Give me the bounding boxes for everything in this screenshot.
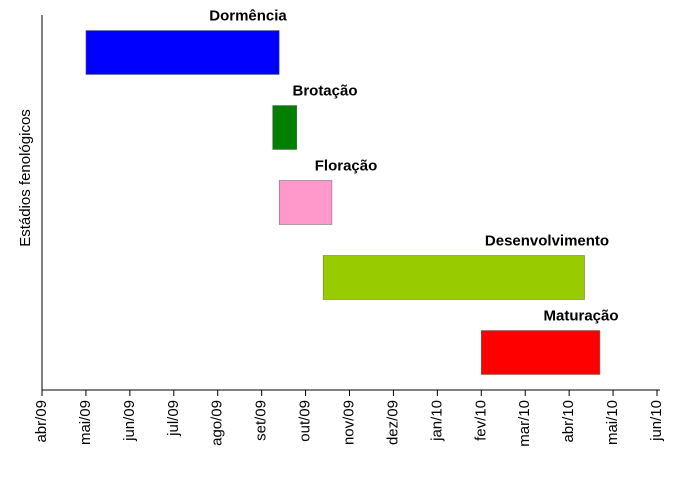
x-tick-label: set/09 bbox=[253, 400, 270, 441]
bar-label: Dormência bbox=[209, 7, 287, 24]
x-tick-label: dez/09 bbox=[384, 400, 401, 445]
x-tick-label: out/09 bbox=[297, 400, 314, 442]
bar bbox=[85, 30, 280, 75]
bar bbox=[278, 180, 333, 225]
x-tick-label: jul/09 bbox=[165, 400, 182, 437]
bar-label: Maturação bbox=[543, 307, 618, 324]
bar-label: Floração bbox=[315, 157, 378, 174]
x-tick-label: jan/10 bbox=[428, 400, 445, 442]
y-axis-title: Estádios fenológicos bbox=[17, 109, 34, 247]
bar bbox=[481, 330, 601, 375]
x-tick-label: fev/10 bbox=[472, 400, 489, 441]
bar-label: Brotação bbox=[292, 82, 357, 99]
x-tick-label: ago/09 bbox=[209, 400, 226, 446]
bar bbox=[272, 105, 298, 150]
bar bbox=[322, 255, 585, 300]
x-tick-label: abr/10 bbox=[560, 400, 577, 443]
x-tick-label: nov/09 bbox=[340, 400, 357, 445]
bar-label: Desenvolvimento bbox=[485, 232, 609, 249]
x-tick-label: abr/09 bbox=[33, 400, 50, 443]
x-tick-label: mai/10 bbox=[604, 400, 621, 445]
x-tick-label: mar/10 bbox=[516, 400, 533, 447]
x-tick-label: jun/09 bbox=[121, 400, 138, 442]
x-tick-label: mai/09 bbox=[77, 400, 94, 445]
x-tick-label: jun/10 bbox=[648, 400, 665, 442]
